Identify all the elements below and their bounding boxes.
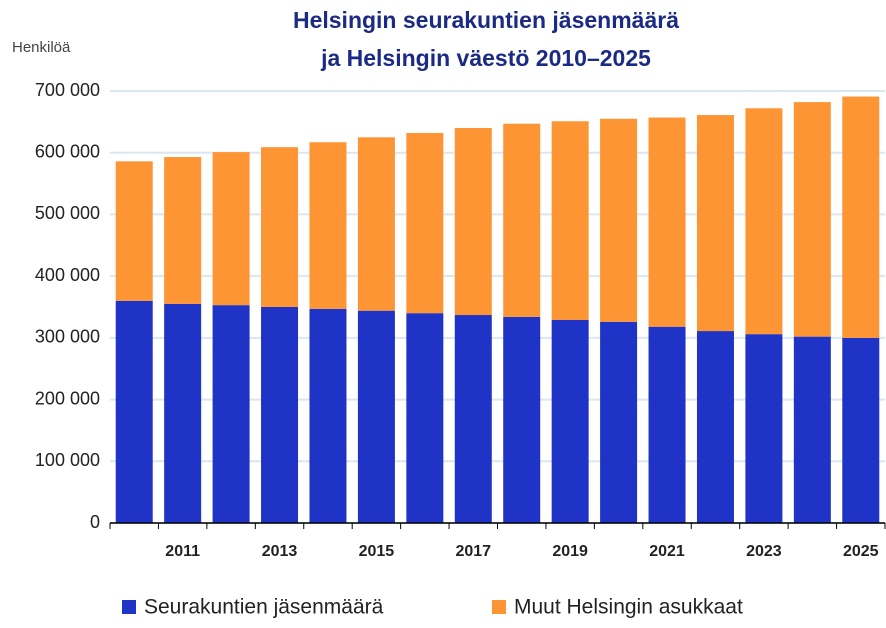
bar-segment xyxy=(357,310,395,523)
legend-swatch xyxy=(122,600,136,614)
x-tick-label: 2021 xyxy=(649,543,685,560)
bar-segment xyxy=(648,117,686,327)
x-tick-label: 2015 xyxy=(359,543,395,560)
chart-title: Helsingin seurakuntien jäsenmäärä xyxy=(293,7,679,33)
bar-segment xyxy=(454,128,492,316)
bar-segment xyxy=(454,315,492,523)
chart-title: ja Helsingin väestö 2010–2025 xyxy=(320,45,651,71)
x-tick-label: 2019 xyxy=(552,543,588,560)
y-tick-label: 0 xyxy=(90,512,100,532)
bar-segment xyxy=(406,132,444,314)
legend-swatch xyxy=(492,600,506,614)
bar-segment xyxy=(406,313,444,523)
legend-label: Muut Helsingin asukkaat xyxy=(514,596,743,619)
bar-segment xyxy=(600,118,638,322)
y-tick-label: 200 000 xyxy=(35,388,100,408)
bar-segment xyxy=(164,303,202,523)
bar-segment xyxy=(261,147,299,307)
bar-segment xyxy=(164,157,202,304)
y-tick-label: 500 000 xyxy=(35,203,100,223)
y-tick-label: 300 000 xyxy=(35,327,100,347)
y-axis-label: Henkilöä xyxy=(12,39,71,56)
bar-segment xyxy=(551,319,589,523)
x-tick-label: 2013 xyxy=(262,543,298,560)
bar-segment xyxy=(212,305,250,523)
y-tick-label: 600 000 xyxy=(35,141,100,161)
bar-segment xyxy=(309,308,347,523)
y-tick-label: 100 000 xyxy=(35,450,100,470)
bar-segment xyxy=(600,321,638,523)
y-tick-label: 400 000 xyxy=(35,265,100,285)
y-tick-label: 700 000 xyxy=(35,80,100,100)
bar-segment xyxy=(551,121,589,320)
bar-segment xyxy=(842,96,880,338)
bar-segment xyxy=(503,123,541,317)
bar-segment xyxy=(357,137,395,311)
bar-segment xyxy=(696,115,734,332)
legend-label: Seurakuntien jäsenmäärä xyxy=(144,596,384,619)
bar-segment xyxy=(793,102,831,337)
bar-segment xyxy=(745,334,783,523)
x-tick-label: 2017 xyxy=(455,543,491,560)
bar-segment xyxy=(745,108,783,335)
bar-segment xyxy=(503,316,541,523)
bar-segment xyxy=(309,142,347,309)
bar-segment xyxy=(115,300,153,523)
bar-segment xyxy=(793,336,831,523)
x-tick-label: 2011 xyxy=(165,543,200,560)
bar-segment xyxy=(261,307,299,523)
bar-segment xyxy=(648,326,686,523)
x-tick-label: 2023 xyxy=(746,543,782,560)
x-tick-label: 2025 xyxy=(843,543,879,560)
bar-segment xyxy=(115,161,153,301)
bar-segment xyxy=(842,337,880,523)
bar-segment xyxy=(212,152,250,306)
bar-segment xyxy=(696,331,734,523)
